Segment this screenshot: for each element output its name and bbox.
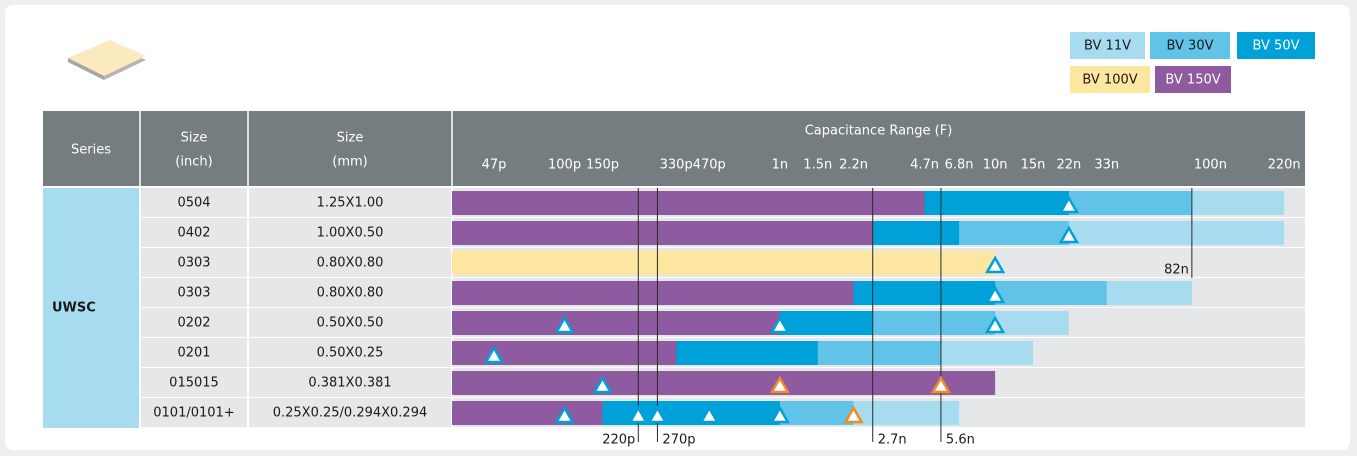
size-inch: 0201	[177, 346, 210, 361]
range-bar	[452, 281, 854, 305]
range-bar	[452, 191, 925, 215]
annotation-label: 82n	[1164, 263, 1189, 278]
reference-label: 2.7n	[878, 433, 907, 448]
x-tick-label: 330p	[660, 158, 693, 173]
series-label: UWSC	[52, 301, 96, 316]
header-size: Size	[181, 131, 208, 146]
legend-swatch	[1070, 66, 1150, 93]
x-tick-label: 150p	[586, 158, 619, 173]
marker-triangle	[1058, 195, 1080, 214]
range-bar	[452, 401, 603, 425]
size-mm: 0.80X0.80	[317, 256, 384, 271]
x-tick-label: 470p	[693, 158, 726, 173]
size-mm: 1.25X1.00	[317, 196, 384, 211]
size-inch: 0303	[177, 256, 210, 271]
legend-label: BV 11V	[1084, 39, 1131, 54]
legend-label: BV 50V	[1253, 39, 1300, 54]
x-tick-label: 47p	[482, 158, 507, 173]
marker-triangle	[984, 285, 1006, 304]
series-cell	[43, 188, 140, 428]
legend-label: BV 150V	[1165, 73, 1220, 88]
size-inch: 0202	[177, 316, 210, 331]
reference-label: 5.6n	[946, 433, 975, 448]
range-bar	[452, 251, 996, 275]
x-tick-label: 2.2n	[839, 158, 868, 173]
range-bar	[452, 221, 873, 245]
legend-label: BV 30V	[1167, 39, 1214, 54]
marker-triangle	[592, 375, 613, 394]
x-tick-label: 1.5n	[803, 158, 832, 173]
marker-triangle	[554, 315, 575, 334]
marker-triangle	[699, 405, 720, 424]
header-size: Size	[337, 131, 364, 146]
legend-swatch	[1155, 66, 1231, 93]
size-mm: 0.381X0.381	[308, 376, 391, 391]
size-inch: 0402	[177, 226, 210, 241]
marker-triangle	[647, 405, 668, 424]
chip-icon	[68, 40, 146, 80]
size-mm: 0.80X0.80	[317, 286, 384, 301]
reference-label: 220p	[602, 433, 635, 448]
size-mm: 0.25X0.25/0.294X0.294	[273, 406, 428, 421]
marker-triangle	[769, 315, 791, 334]
size-mm: 0.50X0.50	[317, 316, 384, 331]
x-tick-label: 15n	[1021, 158, 1046, 173]
size-inch: 0101/0101+	[153, 406, 234, 421]
header-series: Series	[71, 143, 111, 158]
marker-triangle	[628, 405, 649, 424]
marker-triangle	[984, 255, 1006, 274]
x-tick-label: 4.7n	[910, 158, 939, 173]
legend-swatch	[1150, 32, 1230, 59]
legend-swatch	[1070, 32, 1145, 59]
marker-triangle	[984, 315, 1006, 334]
size-inch: 0303	[177, 286, 210, 301]
size-inch: 015015	[169, 376, 219, 391]
marker-triangle	[930, 375, 952, 394]
marker-triangle	[843, 405, 864, 424]
size-inch: 0504	[177, 196, 210, 211]
x-tick-label: 6.8n	[945, 158, 974, 173]
marker-triangle	[483, 345, 505, 364]
legend-swatch	[1237, 32, 1315, 59]
header-size: (mm)	[332, 155, 367, 170]
reference-label: 270p	[662, 433, 695, 448]
marker-triangle	[1058, 225, 1080, 244]
size-mm: 0.50X0.25	[317, 346, 384, 361]
table-header	[43, 111, 1305, 186]
range-bar	[452, 371, 996, 395]
range-bar	[452, 311, 780, 335]
x-tick-label: 1n	[772, 158, 789, 173]
x-tick-label: 33n	[1094, 158, 1119, 173]
x-tick-label: 100n	[1194, 158, 1227, 173]
x-tick-label: 100p	[548, 158, 581, 173]
marker-triangle	[769, 405, 791, 424]
size-mm: 1.00X0.50	[317, 226, 384, 241]
x-tick-label: 220n	[1268, 158, 1301, 173]
marker-triangle	[554, 405, 575, 424]
x-tick-label: 10n	[983, 158, 1008, 173]
x-tick-label: 22n	[1056, 158, 1081, 173]
marker-triangle	[769, 375, 791, 394]
header-title: Capacitance Range (F)	[805, 124, 953, 139]
legend-label: BV 100V	[1082, 73, 1137, 88]
header-size: (inch)	[175, 155, 212, 170]
